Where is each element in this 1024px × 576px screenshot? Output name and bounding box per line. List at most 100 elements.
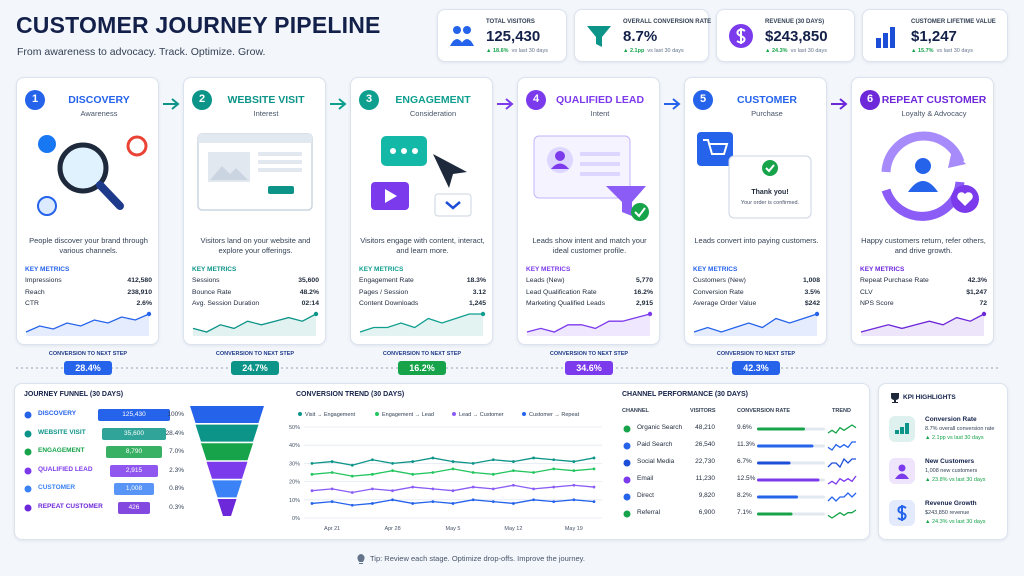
- channel-icon: [623, 493, 631, 501]
- graphic: [497, 98, 514, 110]
- sparkline-end: [313, 311, 319, 317]
- funnel-percent: 28.4%: [165, 429, 184, 437]
- funnel-icon: [24, 467, 32, 475]
- stage-card: 6 REPEAT CUSTOMER Loyalty & Advocacy Happy …: [851, 77, 994, 345]
- series-point: [451, 502, 455, 505]
- channel-rate: 8.2%: [737, 492, 752, 499]
- icon: [551, 163, 569, 169]
- page-subtitle: From awareness to advocacy. Track. Optim…: [17, 46, 266, 58]
- kpi-card: TOTAL VISITORS 125,430 ▲ 18.6% vs last 30 d…: [437, 9, 567, 62]
- metrics-title: KEY METRICS: [693, 266, 738, 273]
- series-point: [512, 460, 515, 463]
- funnel-percent: 0.3%: [169, 504, 184, 511]
- graphic: [831, 98, 848, 110]
- icon: [606, 186, 646, 216]
- icon: [258, 160, 302, 164]
- stage-name: CUSTOMER: [737, 94, 797, 106]
- stage-card: 3 ENGAGEMENT Consideration Visitors engage …: [350, 77, 493, 345]
- sparkline-end: [146, 311, 152, 317]
- series-point: [310, 489, 314, 493]
- stage-number-badge: [860, 90, 880, 110]
- graphic: [587, 26, 611, 47]
- series-point: [491, 472, 495, 476]
- series-point: [310, 462, 314, 465]
- stage-name: WEBSITE VISIT: [227, 94, 305, 106]
- series-point: [451, 460, 455, 463]
- series-point: [391, 462, 394, 465]
- icon: [876, 38, 881, 48]
- metric-label: CLV: [860, 288, 873, 296]
- series-point: [471, 498, 475, 502]
- series-point: [572, 460, 576, 463]
- stage-name: QUALIFIED LEAD: [555, 94, 645, 106]
- sparkline-area: [26, 314, 149, 336]
- sparkline-end: [480, 311, 486, 317]
- icon: [258, 168, 302, 172]
- graphic: [24, 411, 32, 419]
- funnel-count: 8,790: [125, 448, 143, 456]
- stage-card: 1 DISCOVERY Awareness People discover your …: [16, 77, 159, 345]
- metric-value: 412,580: [127, 277, 152, 284]
- graphic: [881, 131, 979, 221]
- graphic: [895, 464, 909, 479]
- metric-label: Marketing Qualified Leads: [526, 300, 605, 307]
- metric-value: 5,770: [635, 277, 653, 284]
- trophy-icon: [891, 393, 899, 403]
- conversion-label: CONVERSION TO NEXT STEP: [48, 351, 128, 357]
- icon: [555, 151, 565, 161]
- stage-number: 6: [866, 93, 874, 105]
- sparkline: [359, 313, 483, 333]
- icon: [736, 28, 746, 44]
- metric-label: NPS Score: [860, 300, 894, 307]
- icon: [450, 39, 474, 46]
- funnel-bar: [102, 427, 166, 440]
- metric-value: 35,600: [298, 277, 319, 284]
- sparkline-area: [193, 314, 316, 336]
- icon: [412, 148, 418, 154]
- graphic: [895, 423, 909, 434]
- kpi-delta-row: ▲ 15.7% vs last 30 days: [911, 48, 973, 54]
- series-point: [350, 503, 354, 507]
- funnel-percent: 100%: [167, 411, 184, 418]
- icon: [463, 26, 471, 34]
- y-tick-label: 0%: [292, 516, 300, 522]
- graphic: [357, 554, 365, 564]
- graphic: [24, 504, 32, 512]
- metrics-title: KEY METRICS: [25, 266, 70, 273]
- channel-rate: 9.6%: [737, 424, 752, 431]
- icon: [631, 203, 649, 221]
- stage-number-badge: [25, 90, 45, 110]
- icon: [890, 27, 895, 48]
- series-point: [471, 471, 475, 474]
- channel-name: Email: [637, 475, 654, 482]
- x-tick-label: Apr 21: [324, 526, 340, 532]
- series-point: [491, 458, 495, 462]
- series-point: [431, 471, 435, 474]
- rate-bar: [757, 461, 791, 465]
- tip-text: Tip: Review each stage. Optimize drop-of…: [370, 554, 585, 563]
- icon: [762, 160, 778, 176]
- icon: [126, 135, 148, 157]
- graphic: [197, 133, 313, 211]
- channel-name: Referral: [637, 509, 661, 516]
- funnel-stage: WEBSITE VISIT: [38, 428, 86, 436]
- legend-label: Engagement → Lead: [382, 412, 434, 418]
- series-point: [310, 472, 314, 476]
- stage-description: People discover your brand through vario…: [29, 236, 148, 255]
- kpi-note: vs last 30 days: [936, 48, 973, 54]
- kpi-delta: ▲ 15.7%: [911, 48, 934, 54]
- metric-label: Sessions: [192, 277, 220, 284]
- graphic: [876, 27, 895, 48]
- stage-description: Visitors engage with content, interact, …: [360, 236, 485, 255]
- kpi-delta: ▲ 2.1pp: [623, 48, 645, 54]
- icon: [385, 189, 397, 203]
- sparkline: [860, 313, 985, 333]
- series-point: [330, 487, 334, 491]
- series-point: [592, 500, 596, 504]
- icon: [915, 158, 931, 174]
- metric-value: 18.3%: [466, 277, 486, 284]
- graphic: [897, 505, 907, 521]
- highlight-delta: ▲ 24.3% vs last 30 days: [925, 519, 986, 525]
- icon: [210, 166, 248, 180]
